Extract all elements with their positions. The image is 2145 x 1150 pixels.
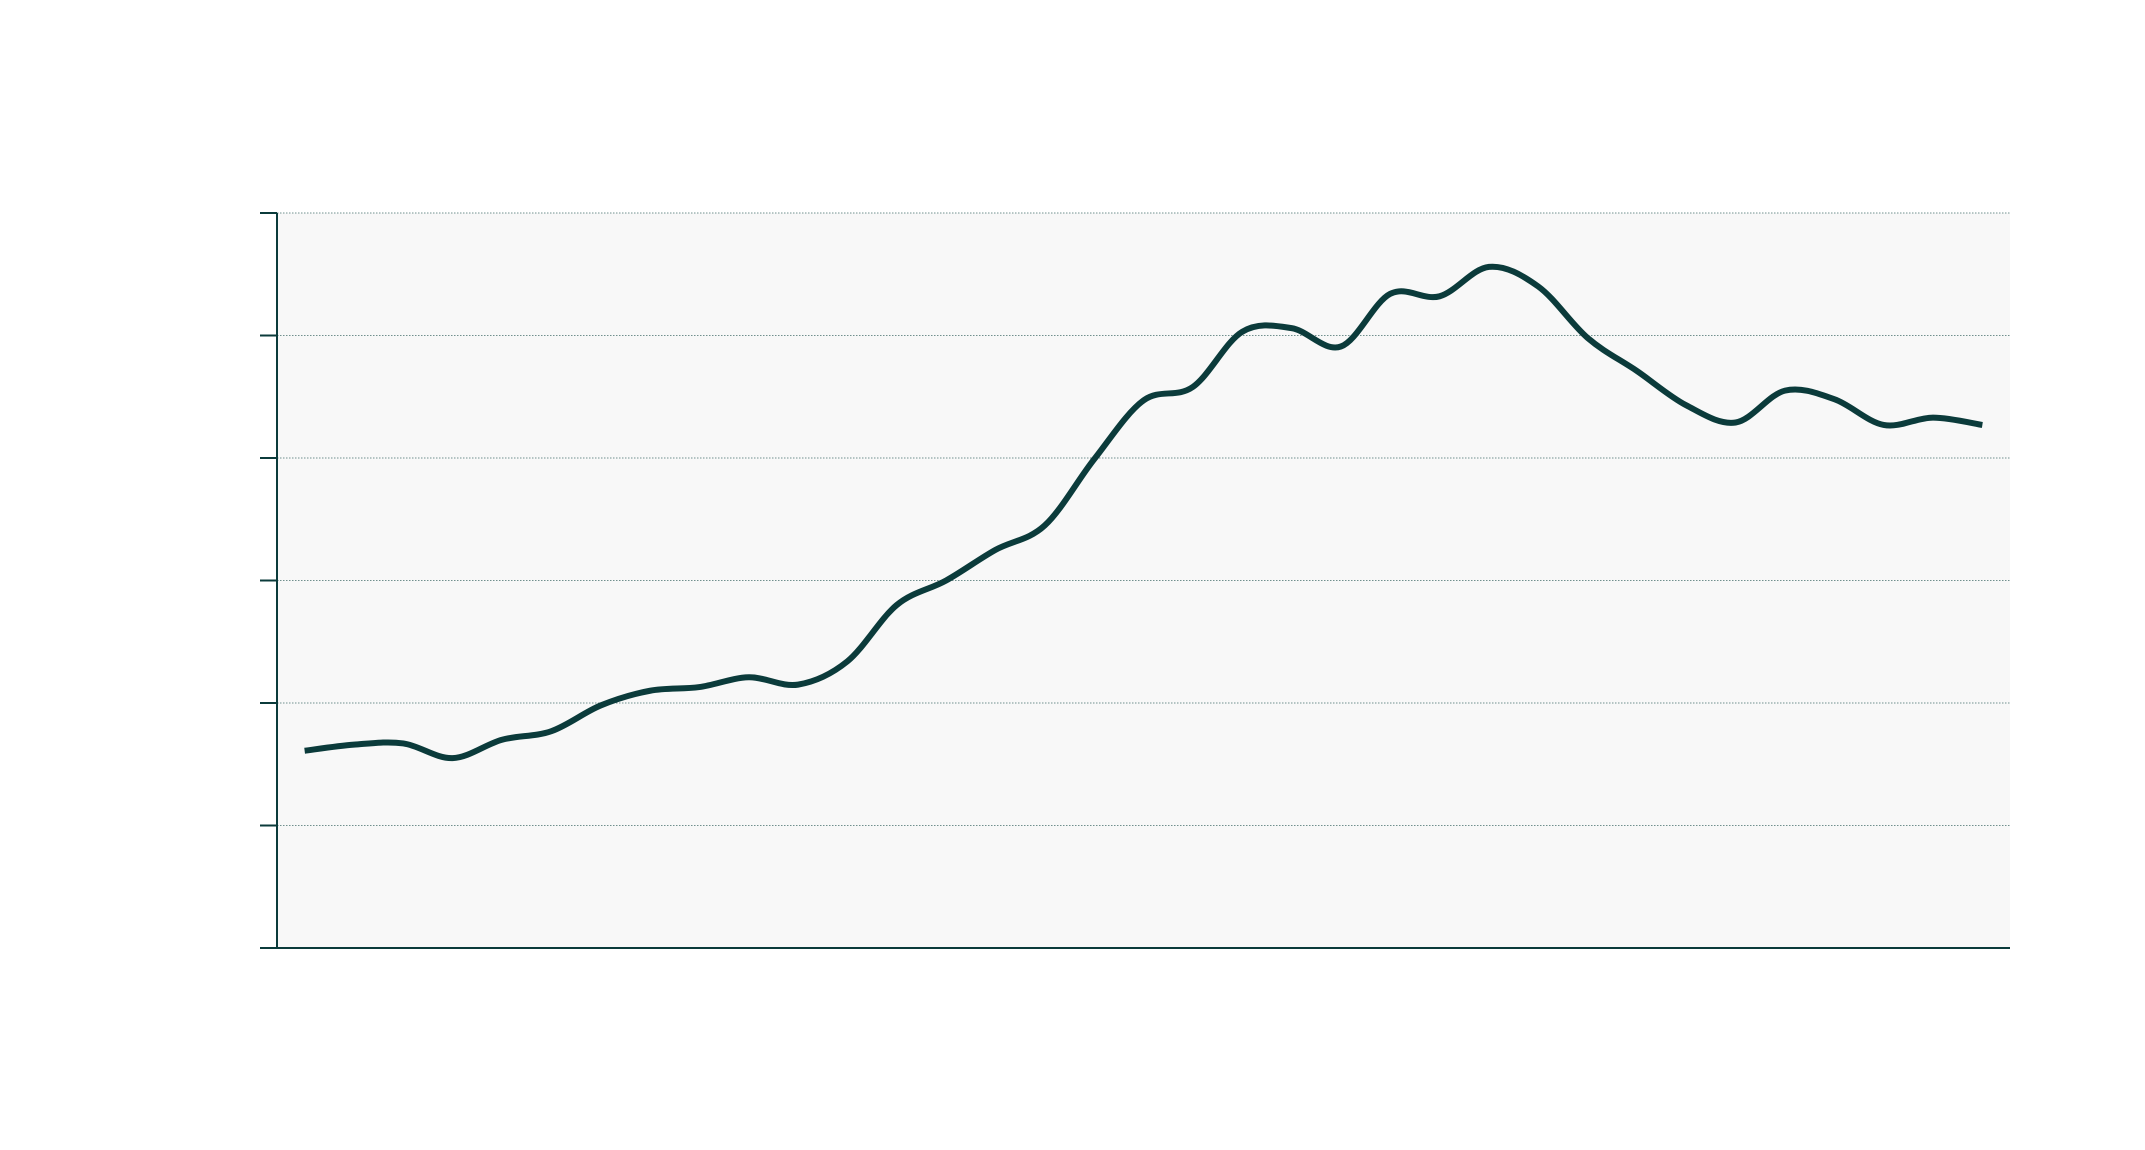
y-axis-ticks [260,212,277,949]
gridlines [277,212,2010,826]
series-group [304,263,1983,762]
series-line-0 [304,263,1983,762]
